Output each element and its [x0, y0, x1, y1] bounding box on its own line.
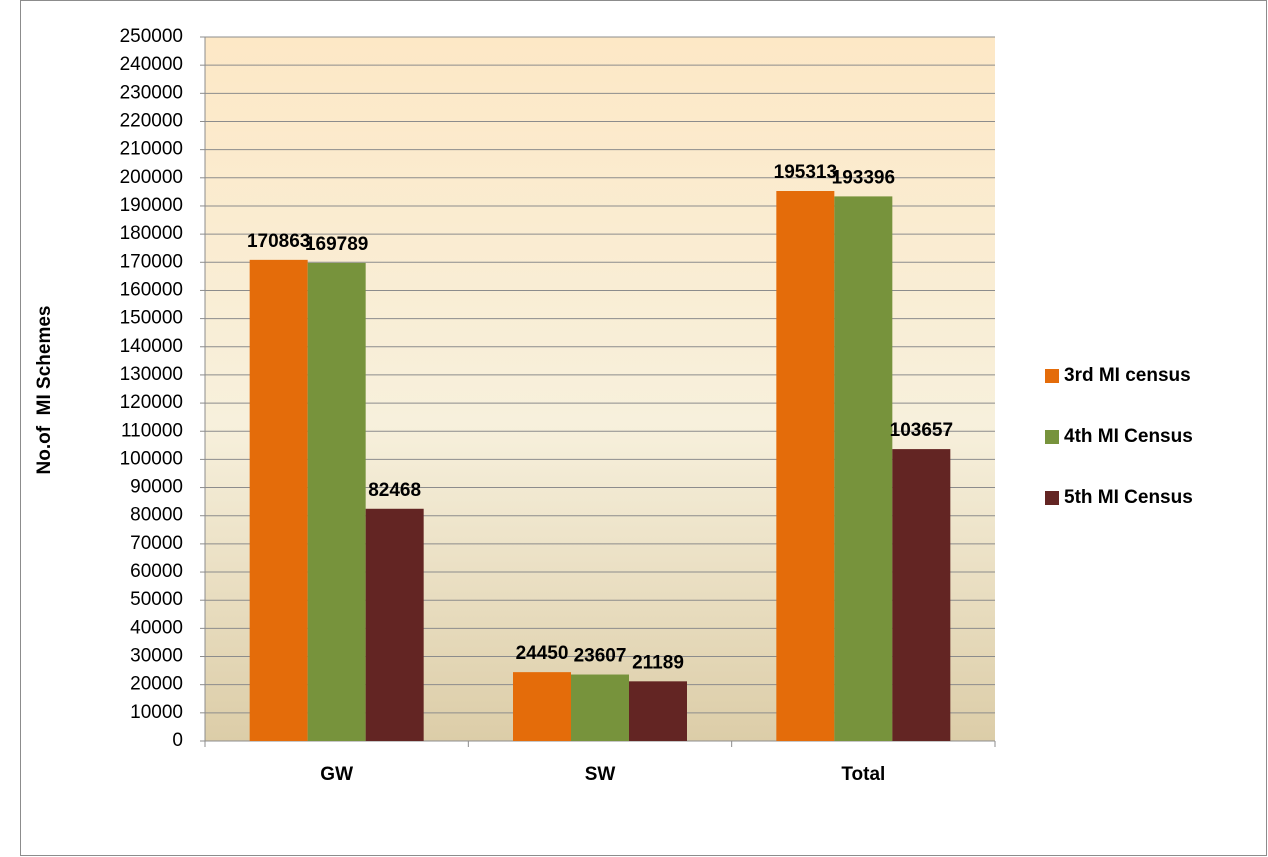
y-tick-label: 160000 — [120, 279, 183, 300]
x-tick-label: GW — [320, 764, 353, 785]
bar — [365, 508, 424, 741]
bar — [571, 674, 629, 741]
bar — [776, 190, 835, 741]
legend-label: 4th MI Census — [1064, 426, 1193, 447]
data-label: 82468 — [368, 480, 421, 501]
y-tick-label: 140000 — [120, 336, 183, 357]
bar — [307, 262, 366, 741]
bar — [834, 196, 893, 742]
y-tick-label: 50000 — [130, 589, 183, 610]
y-axis-label: No.of MI Schemes — [34, 306, 55, 475]
y-tick-label: 40000 — [130, 617, 183, 638]
y-tick-label: 240000 — [120, 54, 183, 75]
y-tick-label: 90000 — [130, 477, 183, 498]
legend-swatch — [1045, 491, 1059, 505]
y-tick-label: 10000 — [130, 702, 183, 723]
legend-label: 5th MI Census — [1064, 487, 1193, 508]
y-tick-label: 220000 — [120, 110, 183, 131]
y-tick-label: 70000 — [130, 533, 183, 554]
bar — [249, 259, 308, 741]
y-tick-label: 60000 — [130, 561, 183, 582]
legend-label: 3rd MI census — [1064, 365, 1191, 386]
data-label: 193396 — [832, 167, 895, 188]
y-tick-label: 110000 — [121, 420, 183, 441]
data-label: 21189 — [632, 652, 684, 673]
bar — [513, 672, 571, 741]
y-tick-label: 80000 — [130, 505, 183, 526]
y-tick-label: 0 — [172, 730, 183, 751]
bar — [892, 449, 951, 741]
data-label: 169789 — [305, 234, 368, 255]
x-tick-label: SW — [585, 764, 616, 785]
y-tick-label: 30000 — [130, 646, 183, 667]
y-tick-label: 170000 — [120, 251, 183, 272]
y-tick-label: 150000 — [120, 308, 183, 329]
y-tick-label: 200000 — [120, 167, 183, 188]
data-label: 195313 — [774, 162, 837, 183]
data-label: 103657 — [890, 420, 953, 441]
data-label: 170863 — [247, 231, 310, 252]
y-tick-label: 120000 — [120, 392, 183, 413]
y-tick-label: 130000 — [120, 364, 183, 385]
y-tick-label: 100000 — [120, 448, 183, 469]
x-tick-label: Total — [841, 764, 885, 785]
y-tick-label: 210000 — [120, 139, 183, 160]
y-tick-label: 20000 — [130, 674, 183, 695]
y-tick-label: 190000 — [120, 195, 183, 216]
y-tick-label: 230000 — [120, 82, 183, 103]
data-label: 23607 — [574, 646, 627, 667]
y-tick-label: 250000 — [120, 26, 183, 47]
legend-swatch — [1045, 430, 1059, 444]
y-tick-label: 180000 — [120, 223, 183, 244]
bar — [629, 681, 687, 741]
legend-swatch — [1045, 369, 1059, 383]
data-label: 24450 — [516, 643, 569, 664]
